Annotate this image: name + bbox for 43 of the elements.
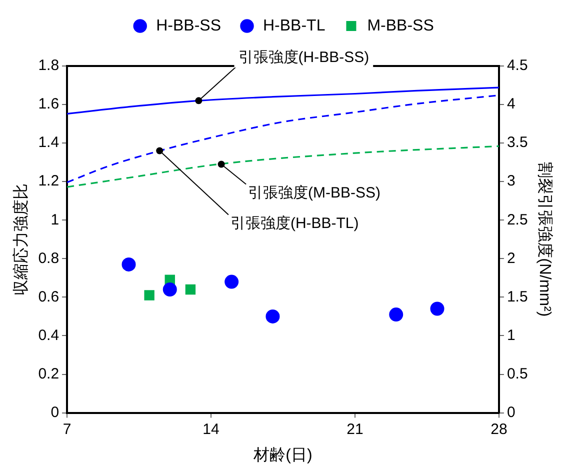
y2-tick-label: 2.5 [506, 211, 528, 228]
point [224, 274, 239, 289]
legend-label: H-BB-TL [263, 17, 326, 34]
y2-tick-label: 1.5 [506, 288, 528, 306]
y-tick-label: 0.4 [38, 326, 60, 344]
annotation: 引張強度(H-BB-SS) [238, 48, 370, 66]
y2-tick-label: 4.5 [506, 57, 528, 74]
y2-axis-title: 割裂引張強度(N/mm²) [536, 162, 554, 317]
y2-tick-label: 1 [506, 326, 516, 344]
x-tick-label: 14 [202, 420, 220, 438]
annotation: 引張強度(M-BB-SS) [248, 184, 381, 202]
y-tick-label: 0.6 [38, 288, 60, 306]
y-tick-label: 1 [50, 211, 60, 228]
point [185, 284, 196, 295]
point [389, 308, 404, 322]
line-series [67, 94, 499, 184]
x-tick-label: 21 [346, 420, 364, 438]
x-axis-title: 材齢(日) [252, 446, 312, 464]
y-tick-label: 1.8 [38, 57, 60, 74]
y2-tick-label: 2 [506, 250, 516, 267]
y-tick-label: 1.6 [38, 96, 60, 113]
y2-tick-label: 3 [506, 172, 516, 190]
annotation: 引張強度(H-BB-TL) [230, 214, 359, 232]
legend-label: M-BB-SS [367, 17, 434, 34]
x-tick-label: 7 [62, 420, 72, 438]
line-series [67, 86, 499, 115]
y-tick-label: 0 [50, 404, 60, 421]
point [144, 290, 154, 300]
y-tick-label: 1.4 [38, 134, 60, 152]
x-tick-label: 28 [490, 420, 508, 438]
y-axis-title: 収縮応力強度比 [12, 183, 30, 296]
point [162, 282, 177, 296]
y2-tick-label: 4 [506, 96, 516, 113]
y-tick-label: 1.2 [38, 172, 60, 190]
point [430, 302, 444, 316]
y2-tick-label: 3.5 [506, 134, 528, 152]
y-tick-label: 0.8 [38, 250, 60, 267]
y2-tick-label: 0 [506, 404, 516, 421]
legend-label: H-BB-SS [156, 17, 222, 34]
y-tick-label: 0.2 [38, 365, 60, 382]
point [122, 257, 136, 272]
point [266, 309, 280, 324]
y2-tick-label: 0.5 [506, 365, 528, 382]
